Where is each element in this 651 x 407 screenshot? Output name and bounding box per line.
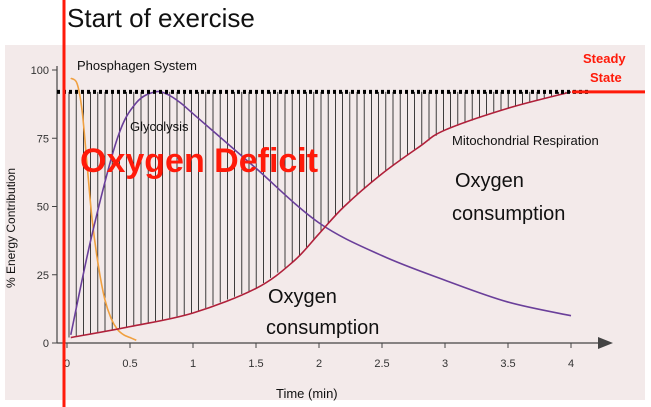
oxygen-consumption-label-lower-line2: consumption [266, 317, 379, 339]
oxygen-deficit-label: Oxygen Deficit [80, 142, 318, 180]
oxygen-deficit-hatching [68, 91, 567, 338]
legend-mitochondrial-label: Mitochondrial Respiration [452, 133, 599, 148]
x-axis-label: Time (min) [276, 386, 338, 401]
y-tick-label: 25 [37, 270, 49, 282]
legend-glycolysis-label: Glycolysis [130, 119, 189, 134]
y-axis-label: % Energy Contribution [4, 168, 18, 288]
y-tick-label: 50 [37, 202, 49, 214]
steady-state-label-line1: Steady [583, 51, 626, 66]
oxygen-consumption-label-upper-line1: Oxygen [455, 170, 524, 192]
plot-background [5, 45, 645, 400]
y-tick-label: 0 [43, 338, 49, 350]
series-line-glycolysis [69, 90, 572, 335]
x-tick-label: 4 [568, 358, 574, 370]
oxygen-consumption-label-lower-line1: Oxygen [268, 286, 337, 308]
x-tick-label: 1 [190, 358, 196, 370]
oxygen-consumption-label-upper-line2: consumption [452, 203, 565, 225]
x-tick-label: 0 [64, 358, 70, 370]
legend-phosphagen-label: Phosphagen System [77, 58, 197, 73]
series-lines [69, 77, 572, 342]
axes: 0 25 50 75 100 0 0.5 1 1.5 2 2.5 3 3.5 4 [31, 65, 613, 370]
y-tick-label: 75 [37, 133, 49, 145]
x-tick-label: 3 [442, 358, 448, 370]
series-line-phosphagen-system [70, 77, 137, 342]
x-tick-label: 2 [316, 358, 322, 370]
x-tick-label: 0.5 [122, 358, 137, 370]
chart-labels: Start of exercise Phosphagen System Glyc… [4, 3, 626, 401]
x-tick-label: 2.5 [374, 358, 389, 370]
x-axis-arrowhead [598, 337, 613, 349]
x-tick-label: 1.5 [248, 358, 263, 370]
series-line-mitochondrial-respiration [70, 91, 572, 339]
y-tick-label: 100 [31, 65, 49, 77]
chart-title: Start of exercise [67, 3, 255, 33]
steady-state-label-line2: State [590, 70, 622, 85]
x-tick-label: 3.5 [500, 358, 515, 370]
